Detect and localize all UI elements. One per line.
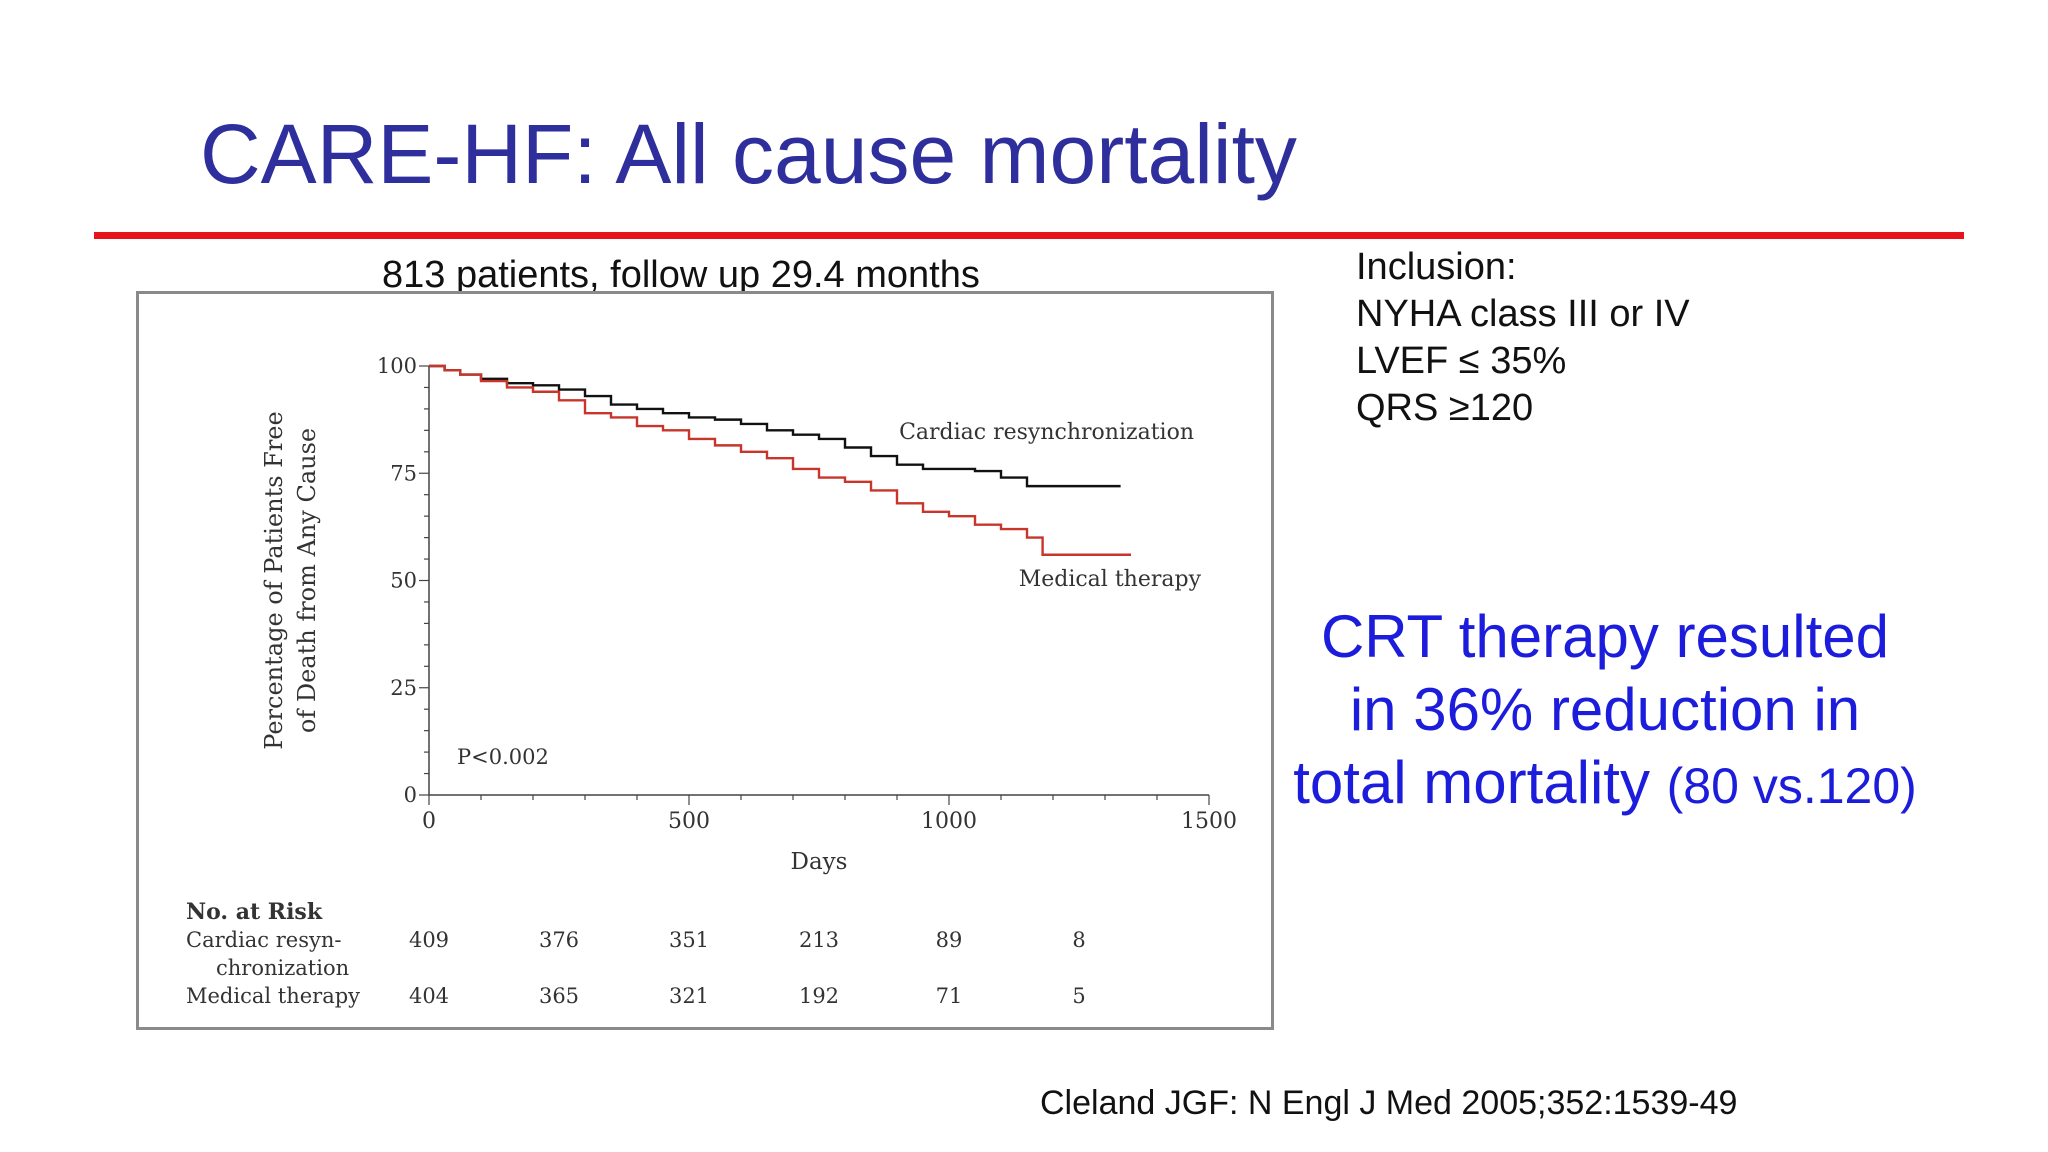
risk-row-label: Cardiac resyn- bbox=[186, 928, 341, 952]
conclusion-text: CRT therapy resulted in 36% reduction in… bbox=[1290, 600, 1920, 823]
inclusion-qrs: QRS ≥120 bbox=[1356, 387, 1534, 429]
citation: Cleland JGF: N Engl J Med 2005;352:1539-… bbox=[1040, 1084, 1738, 1122]
risk-count: 71 bbox=[936, 984, 963, 1008]
risk-count: 321 bbox=[669, 984, 709, 1008]
x-tick-label: 1500 bbox=[1181, 809, 1237, 834]
y-tick-label: 50 bbox=[390, 569, 417, 593]
y-axis-title: Percentage of Patients Free of Death from… bbox=[260, 411, 321, 749]
risk-count: 213 bbox=[799, 928, 839, 952]
risk-row-label: Medical therapy bbox=[186, 984, 360, 1008]
risk-count: 5 bbox=[1072, 984, 1085, 1008]
series-label: Cardiac resynchronization bbox=[899, 420, 1194, 445]
risk-count: 8 bbox=[1072, 928, 1085, 952]
series-label: Medical therapy bbox=[1019, 567, 1202, 592]
y-axis-title-line: of Death from Any Cause bbox=[293, 428, 321, 733]
conclusion-note: (80 vs.120) bbox=[1666, 758, 1917, 814]
risk-count: 365 bbox=[539, 984, 579, 1008]
inclusion-heading: Inclusion: bbox=[1356, 246, 1517, 288]
inclusion-nyha: NYHA class III or IV bbox=[1356, 293, 1690, 335]
risk-count: 376 bbox=[539, 928, 579, 952]
slide-title: CARE-HF: All cause mortality bbox=[200, 107, 1297, 201]
title-divider bbox=[94, 232, 1964, 239]
chart-labels: Cardiac resynchronization Medical therapy… bbox=[457, 420, 1202, 769]
chart-series bbox=[429, 364, 1131, 556]
risk-count: 192 bbox=[799, 984, 839, 1008]
p-value-annotation: P<0.002 bbox=[457, 745, 549, 769]
chart-caption: 813 patients, follow up 29.4 months bbox=[382, 254, 980, 296]
y-axis-title-line: Percentage of Patients Free bbox=[260, 411, 288, 749]
conclusion-main: CRT therapy resulted in 36% reduction in… bbox=[1293, 603, 1890, 816]
x-tick-label: 500 bbox=[668, 809, 710, 834]
risk-table-header: No. at Risk bbox=[186, 899, 323, 925]
inclusion-criteria: Inclusion: NYHA class III or IV LVEF ≤ 3… bbox=[1356, 244, 1690, 432]
y-tick-label: 75 bbox=[390, 461, 417, 485]
y-tick-label: 100 bbox=[377, 354, 417, 378]
risk-count: 409 bbox=[409, 928, 449, 952]
inclusion-lvef: LVEF ≤ 35% bbox=[1356, 340, 1567, 382]
y-tick-label: 25 bbox=[390, 676, 417, 700]
risk-count: 404 bbox=[409, 984, 449, 1008]
risk-count: 351 bbox=[669, 928, 709, 952]
series-line-cardiac-resynchronization bbox=[429, 364, 1121, 488]
risk-table: No. at Risk Cardiac resyn-chronization 409… bbox=[186, 899, 1086, 1008]
series-line-medical-therapy bbox=[429, 364, 1131, 556]
chart-frame: 0 25 50 75 100 0 500 1000 1500 Days Percentage of … bbox=[136, 291, 1274, 1030]
risk-count: 89 bbox=[936, 928, 963, 952]
y-tick-label: 0 bbox=[404, 783, 417, 807]
x-tick-label: 0 bbox=[422, 809, 436, 834]
x-tick-label: 1000 bbox=[921, 809, 977, 834]
x-axis-title: Days bbox=[791, 849, 848, 875]
risk-row-label: chronization bbox=[216, 956, 349, 980]
